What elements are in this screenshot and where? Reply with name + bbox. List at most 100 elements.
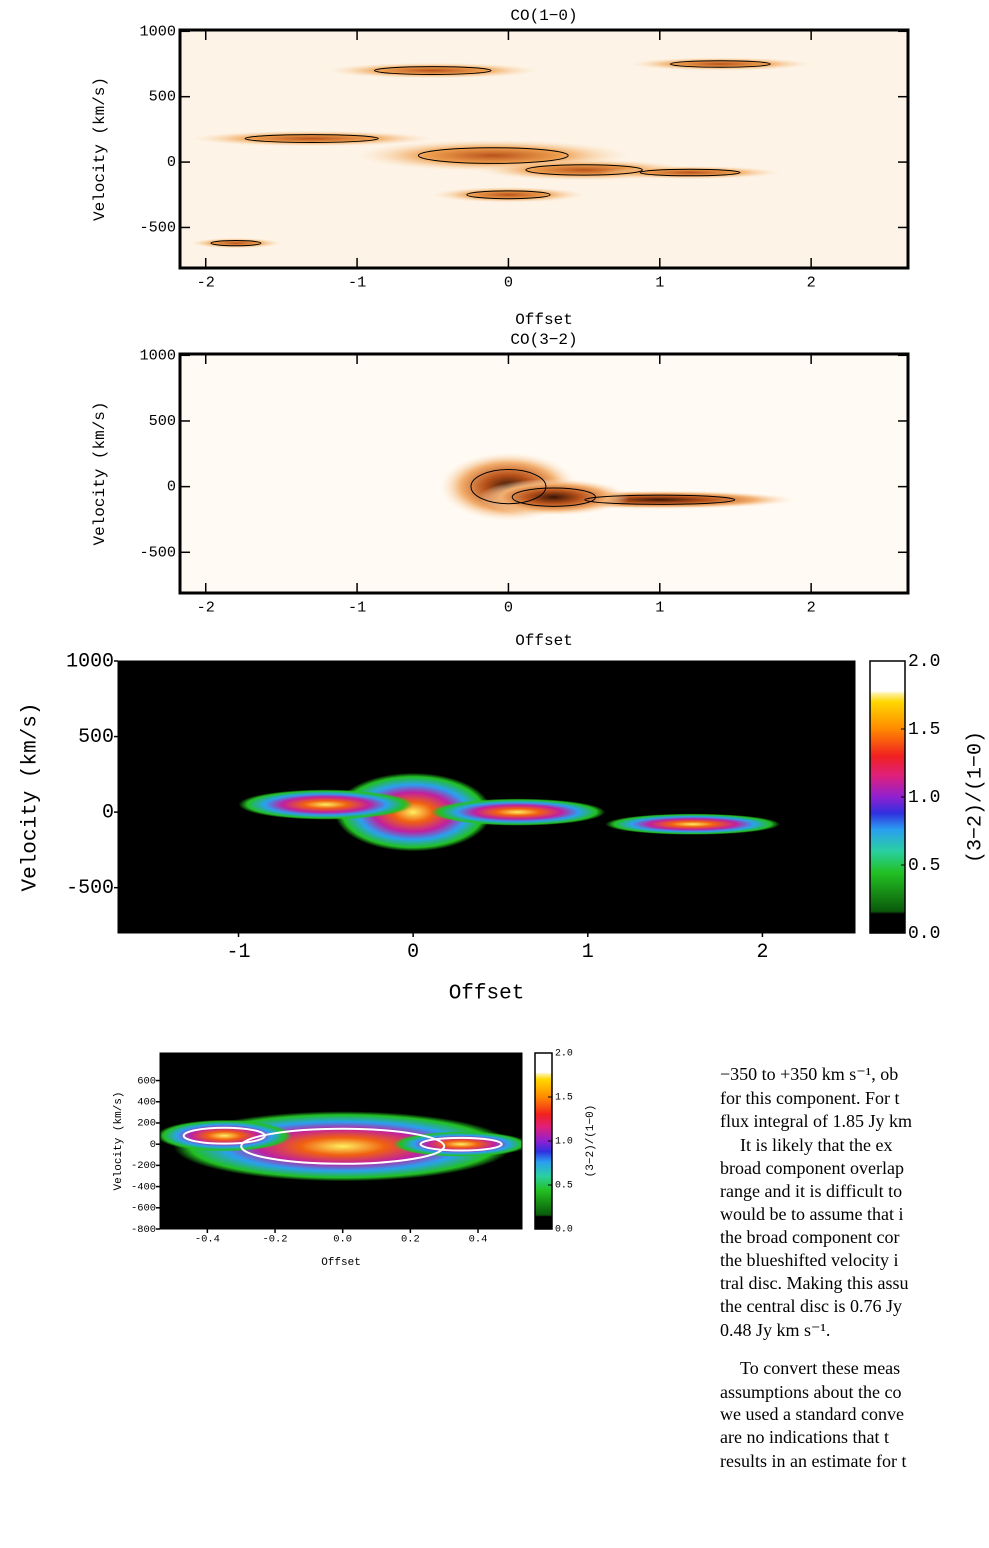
emission (160, 1111, 522, 1182)
emission-blob (190, 130, 433, 147)
y-tick-label: 0 (102, 800, 114, 823)
text-line: the broad component cor (720, 1227, 899, 1247)
x-tick-label: -2 (197, 273, 215, 291)
x-tick-label: -0.4 (195, 1234, 220, 1246)
pv-diagram: Offset Velocity (km/s) -0.4 -0.2 0.0 0.2 0.4 -8… (113, 1048, 597, 1269)
y-tick-label: 1000 (66, 649, 114, 672)
contour (525, 164, 643, 176)
colorbar-tick-label: 2.0 (908, 652, 940, 672)
pv-diagram: Offset Velocity (km/s) -1 0 1 2 -500 0 500 1000 0.… (20, 649, 988, 1005)
emission-blob (432, 186, 585, 203)
contour (182, 1126, 266, 1145)
x-tick-label: 0 (407, 940, 419, 963)
y-tick-label: 500 (78, 725, 114, 748)
x-axis-label: Offset (515, 632, 573, 650)
contour (669, 60, 771, 68)
contour (373, 66, 492, 75)
plot-background (118, 661, 855, 933)
x-tick-label: 0.2 (401, 1234, 420, 1246)
y-axis-label: Velocity (km/s) (113, 1091, 125, 1190)
y-axis-label: Velocity (km/s) (91, 77, 109, 221)
pv-diagram: CO(3−2) Offset Velocity (km/s) -2 -1 0 1 2 -500 0… (91, 331, 910, 650)
colorbar (869, 660, 906, 934)
emission-blob (478, 478, 630, 516)
emission-blob (326, 62, 539, 79)
emission (190, 57, 812, 249)
contour (466, 190, 551, 200)
chart-title: CO(3−2) (510, 331, 577, 349)
x-tick-label: -1 (348, 598, 366, 616)
colorbar-tick-label: 1.0 (908, 788, 940, 808)
emission (238, 772, 780, 852)
contour (470, 469, 547, 505)
x-tick-label: -1 (227, 940, 251, 963)
text-line: range and it is difficult to (720, 1181, 902, 1201)
text-line: It is likely that the ex (740, 1135, 892, 1155)
x-axis-label: Offset (321, 1257, 361, 1269)
emission-blob (599, 166, 781, 180)
colorbar-label: (3−2)/(1−0) (585, 1105, 597, 1178)
text-line: flux integral of 1.85 Jy km (720, 1111, 912, 1131)
text-line: we used a standard conve (720, 1404, 904, 1424)
plot-frame (178, 28, 910, 270)
body-text: −350 to +350 km s⁻¹, ob for this componen… (720, 1064, 912, 1471)
colorbar-tick-label: 0.5 (908, 856, 940, 876)
y-tick-label: 1000 (140, 346, 176, 364)
y-tick-label: -400 (131, 1181, 156, 1193)
contour (511, 487, 596, 507)
y-tick-label: -500 (140, 218, 176, 236)
x-tick-label: 1 (582, 940, 594, 963)
y-axis-label: Velocity (km/s) (91, 401, 109, 545)
colorbar-tick-label: 1.5 (908, 720, 940, 740)
x-tick-label: 2 (807, 598, 816, 616)
contour (210, 240, 262, 247)
colorbar-tick-label: 2.0 (555, 1048, 573, 1059)
y-tick-label: 200 (137, 1118, 156, 1130)
x-tick-label: 1 (655, 598, 664, 616)
text-line: results in an estimate for t (720, 1451, 906, 1471)
pv-diagram: CO(1−0) Offset Velocity (km/s) -2 -1 0 1 2 -500 0… (91, 7, 910, 329)
colorbar-label: (3−2)/(1−0) (964, 731, 987, 863)
contour (639, 168, 741, 177)
contour (584, 494, 736, 505)
plot-frame (178, 352, 910, 595)
chart-title: CO(1−0) (510, 7, 577, 25)
contour (419, 1136, 503, 1152)
emission-blob (160, 1119, 292, 1152)
y-tick-label: -600 (131, 1203, 156, 1215)
x-tick-label: 0.0 (333, 1234, 352, 1246)
plot-frame (117, 660, 856, 934)
y-tick-label: 1000 (140, 22, 176, 40)
y-tick-label: 600 (137, 1075, 156, 1087)
x-tick-label: 0.4 (469, 1234, 488, 1246)
x-axis-label: Offset (515, 311, 573, 329)
y-tick-label: 500 (149, 88, 176, 106)
text-line: 0.48 Jy km s⁻¹. (720, 1320, 830, 1340)
emission-blob (190, 237, 282, 249)
y-tick-label: 500 (149, 412, 176, 430)
contour (244, 134, 379, 143)
colorbar-tick-label: 0.5 (555, 1180, 573, 1191)
x-tick-label: -0.2 (262, 1234, 287, 1246)
y-tick-label: -800 (131, 1224, 156, 1236)
text-line: assumptions about the co (720, 1382, 901, 1402)
y-tick-label: 0 (167, 153, 176, 171)
text-line: the central disc is 0.76 Jy (720, 1296, 902, 1316)
y-tick-label: 400 (137, 1097, 156, 1109)
colorbar-tick-label: 0.0 (908, 924, 940, 944)
x-axis-label: Offset (449, 983, 525, 1006)
contour (417, 147, 569, 164)
colorbar-tick-label: 1.5 (555, 1092, 573, 1103)
y-tick-label: -500 (140, 543, 176, 561)
colorbar-tick-label: 0.0 (555, 1224, 573, 1235)
text-line: are no indications that t (720, 1427, 889, 1447)
x-tick-label: 0 (504, 273, 513, 291)
x-tick-label: 1 (655, 273, 664, 291)
x-tick-label: 2 (756, 940, 768, 963)
text-line: broad component overlap (720, 1158, 904, 1178)
x-tick-label: 2 (807, 273, 816, 291)
emission-blob (238, 789, 414, 820)
emission-blob (605, 813, 780, 835)
y-axis-label: Velocity (km/s) (20, 702, 43, 891)
